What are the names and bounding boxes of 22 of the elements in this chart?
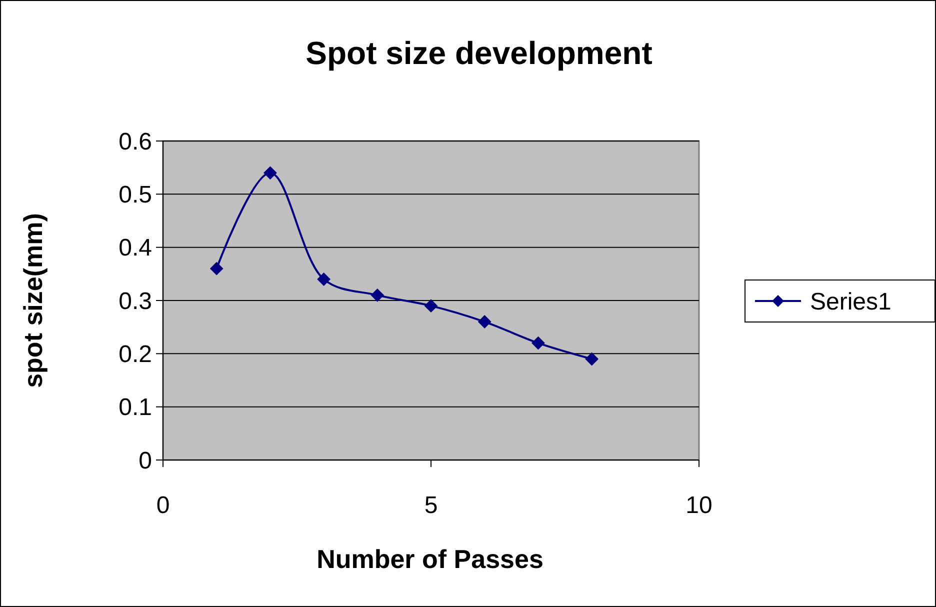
- y-axis-title: spot size(mm): [18, 213, 48, 388]
- point: [264, 166, 277, 180]
- x-tick-label: 0: [156, 492, 170, 519]
- point: [317, 272, 330, 286]
- point: [478, 315, 492, 328]
- y-tick-label: 0.6: [118, 128, 152, 156]
- point: [210, 262, 224, 276]
- x-tick-label: 5: [424, 492, 438, 519]
- legend-label: Series1: [810, 288, 892, 316]
- y-tick-label: 0.3: [118, 288, 152, 315]
- point: [424, 299, 438, 312]
- x-tick-label: 10: [686, 492, 712, 519]
- y-tick-label: 0.5: [118, 182, 152, 209]
- x-axis-title: Number of Passes: [316, 544, 544, 574]
- y-tick-label: 0.1: [118, 394, 152, 422]
- chart-title: Spot size development: [306, 35, 653, 71]
- y-tick-label: 0.4: [118, 234, 152, 262]
- y-tick-label: 0: [138, 447, 152, 474]
- point: [532, 336, 545, 350]
- y-tick-label: 0.2: [118, 341, 152, 368]
- point: [370, 288, 384, 302]
- point: [585, 352, 598, 366]
